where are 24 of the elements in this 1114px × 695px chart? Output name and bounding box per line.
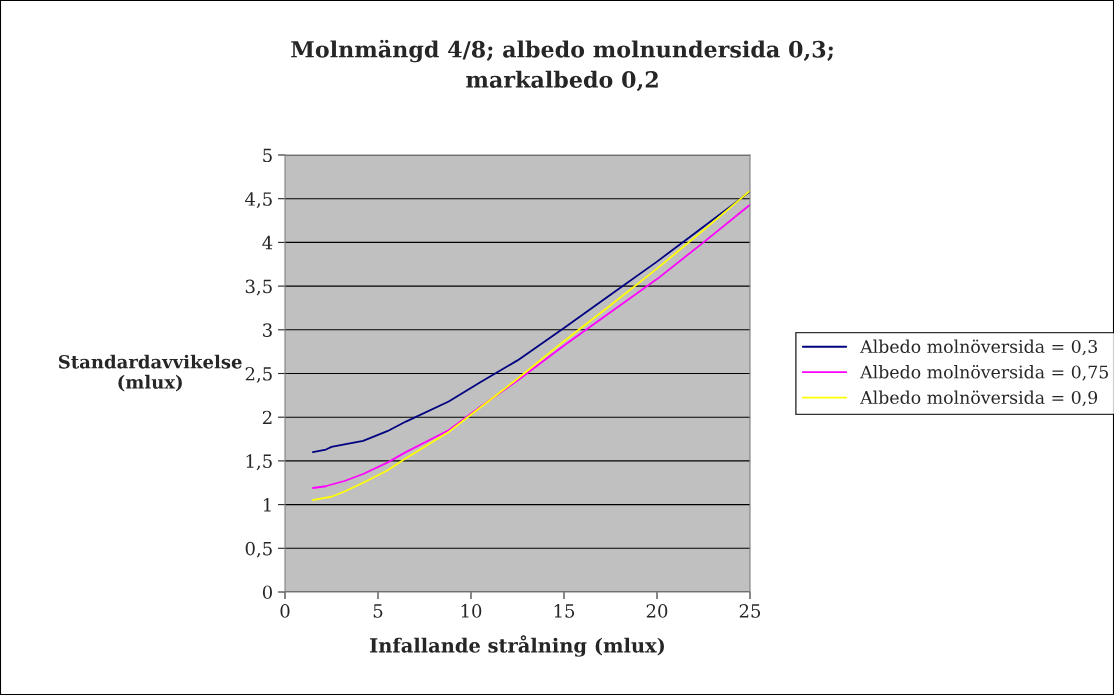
x-tick-label: 5 [373, 604, 383, 618]
x-tick-label: 10 [461, 604, 482, 618]
y-tick-label: 3 [263, 323, 272, 337]
x-tick-label: 20 [646, 604, 668, 618]
legend-label: Albedo molnöversida = 0,75 [860, 364, 1108, 381]
chart-title: Molnmängd 4/8; albedo molnundersida 0,3; markalbedo 0,2 [291, 39, 833, 92]
y-tick-label: 0 [262, 585, 272, 600]
line-series [311, 190, 750, 454]
y-tick-label: 0,5 [245, 541, 272, 558]
legend-label: Albedo molnöversida = 0,3 [860, 339, 1097, 356]
y-tick-label: 4 [262, 235, 273, 250]
x-tick-label: 15 [554, 604, 575, 618]
x-tick-label: 0 [280, 604, 290, 618]
legend-label: Albedo molnöversida = 0,9 [860, 390, 1098, 407]
y-tick-label: 2,5 [245, 366, 272, 383]
y-axis-title: Standardavvikelse (mlux) [58, 354, 242, 392]
y-tick-label: 1,5 [246, 454, 272, 471]
y-tick-label: 4,5 [245, 192, 272, 209]
y-tick-label: 5 [263, 148, 272, 163]
y-tick-label: 3,5 [245, 279, 272, 296]
x-tick-label: 25 [739, 604, 761, 618]
y-tick-label: 1 [263, 498, 271, 512]
x-axis-title: Infallande strålning (mlux) [370, 635, 665, 657]
y-tick-label: 2 [262, 410, 272, 425]
